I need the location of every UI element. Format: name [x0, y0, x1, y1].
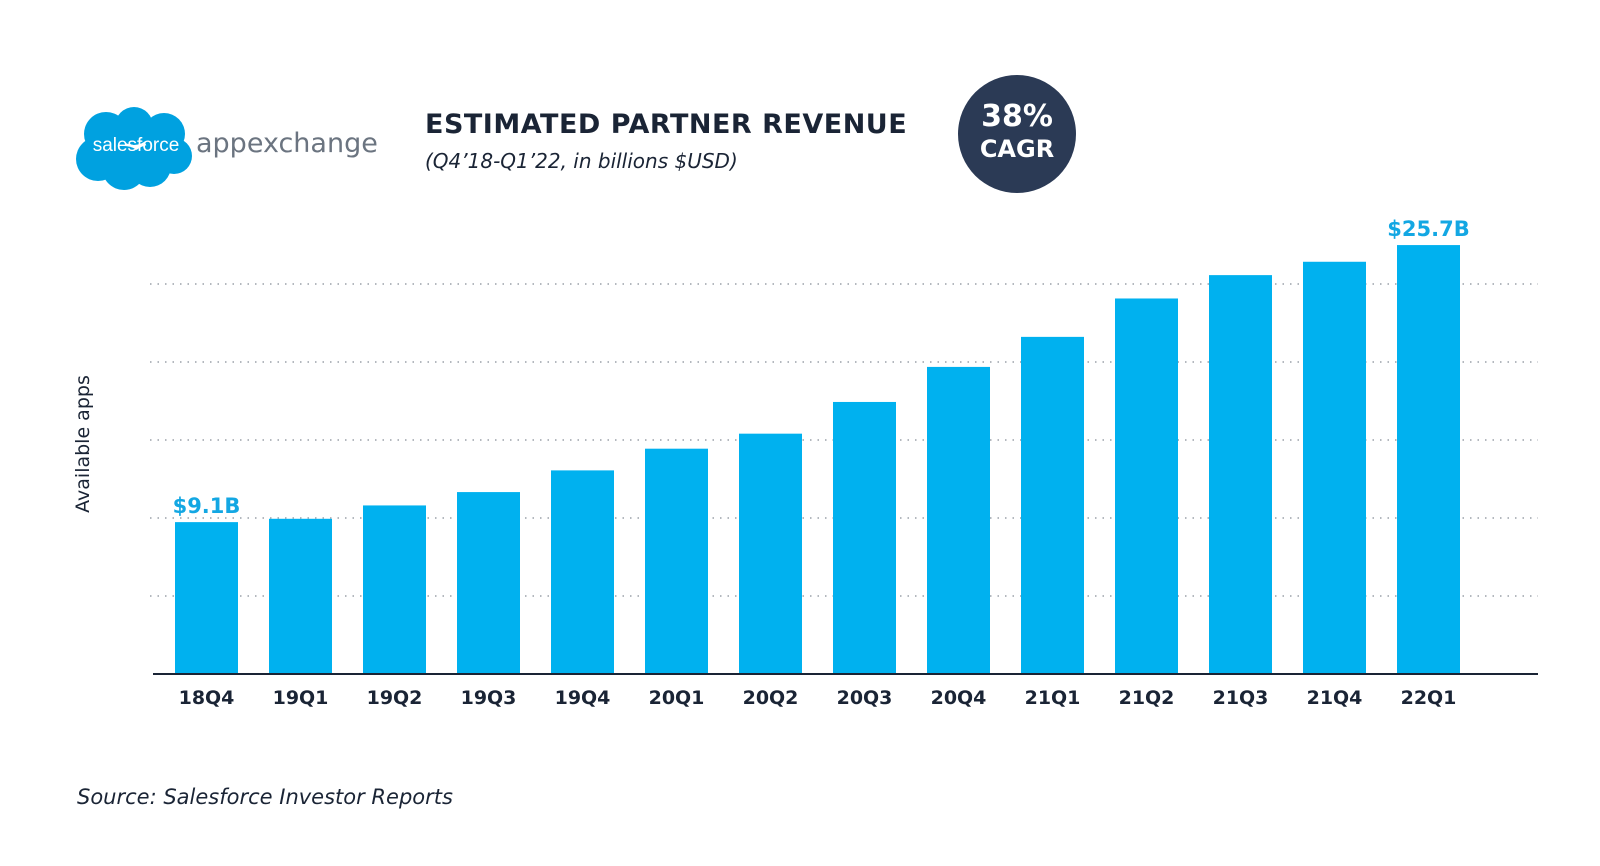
x-tick-20Q2: 20Q2: [743, 687, 799, 709]
x-tick-19Q3: 19Q3: [461, 687, 517, 709]
bar-21Q3: [1209, 275, 1272, 674]
bar-18Q4: [175, 522, 238, 674]
cagr-value: 38%: [981, 99, 1053, 134]
bar-21Q2: [1115, 298, 1178, 674]
bar-19Q4: [551, 470, 614, 674]
bars: [175, 245, 1460, 674]
bar-20Q4: [927, 366, 990, 674]
data-label-18Q4: $9.1B: [173, 494, 241, 518]
x-tick-19Q2: 19Q2: [367, 687, 423, 709]
x-tick-18Q4: 18Q4: [179, 687, 235, 709]
y-axis-label: Available apps: [72, 375, 94, 513]
data-label-22Q1: $25.7B: [1387, 217, 1469, 241]
cagr-label: CAGR: [979, 135, 1055, 163]
salesforce-appexchange-logo: salesforce appexchange: [76, 107, 378, 190]
bar-20Q1: [645, 448, 708, 674]
x-tick-19Q4: 19Q4: [555, 687, 611, 709]
chart-subtitle: (Q4’18-Q1’22, in billions $USD): [425, 149, 738, 173]
x-tick-20Q4: 20Q4: [931, 687, 987, 709]
x-tick-labels: 18Q4 19Q1 19Q2 19Q3 19Q4 20Q1 20Q2 20Q3 20Q4 21Q1…: [179, 687, 1457, 709]
bar-20Q2: [739, 433, 802, 674]
bar-21Q1: [1021, 336, 1084, 674]
bar-19Q3: [457, 492, 520, 674]
x-tick-19Q1: 19Q1: [273, 687, 329, 709]
bar-22Q1: [1397, 245, 1460, 674]
logo-cloud-text: salesforce: [93, 135, 180, 156]
bar-20Q3: [833, 401, 896, 674]
bar-19Q1: [269, 518, 332, 674]
cagr-badge: 38% CAGR: [958, 75, 1076, 193]
x-tick-21Q4: 21Q4: [1307, 687, 1363, 709]
x-tick-21Q3: 21Q3: [1213, 687, 1269, 709]
data-labels: $9.1B $25.7B: [173, 217, 1470, 518]
x-tick-20Q3: 20Q3: [837, 687, 893, 709]
bar-21Q4: [1303, 261, 1366, 674]
x-tick-21Q1: 21Q1: [1025, 687, 1081, 709]
x-tick-20Q1: 20Q1: [649, 687, 705, 709]
source-note: Source: Salesforce Investor Reports: [77, 785, 453, 809]
chart-title: ESTIMATED PARTNER REVENUE: [425, 109, 908, 140]
salesforce-cloud-icon: salesforce: [76, 107, 192, 190]
bar-19Q2: [363, 505, 426, 674]
x-tick-22Q1: 22Q1: [1401, 687, 1457, 709]
x-tick-21Q2: 21Q2: [1119, 687, 1175, 709]
logo-wordmark: appexchange: [196, 128, 378, 159]
